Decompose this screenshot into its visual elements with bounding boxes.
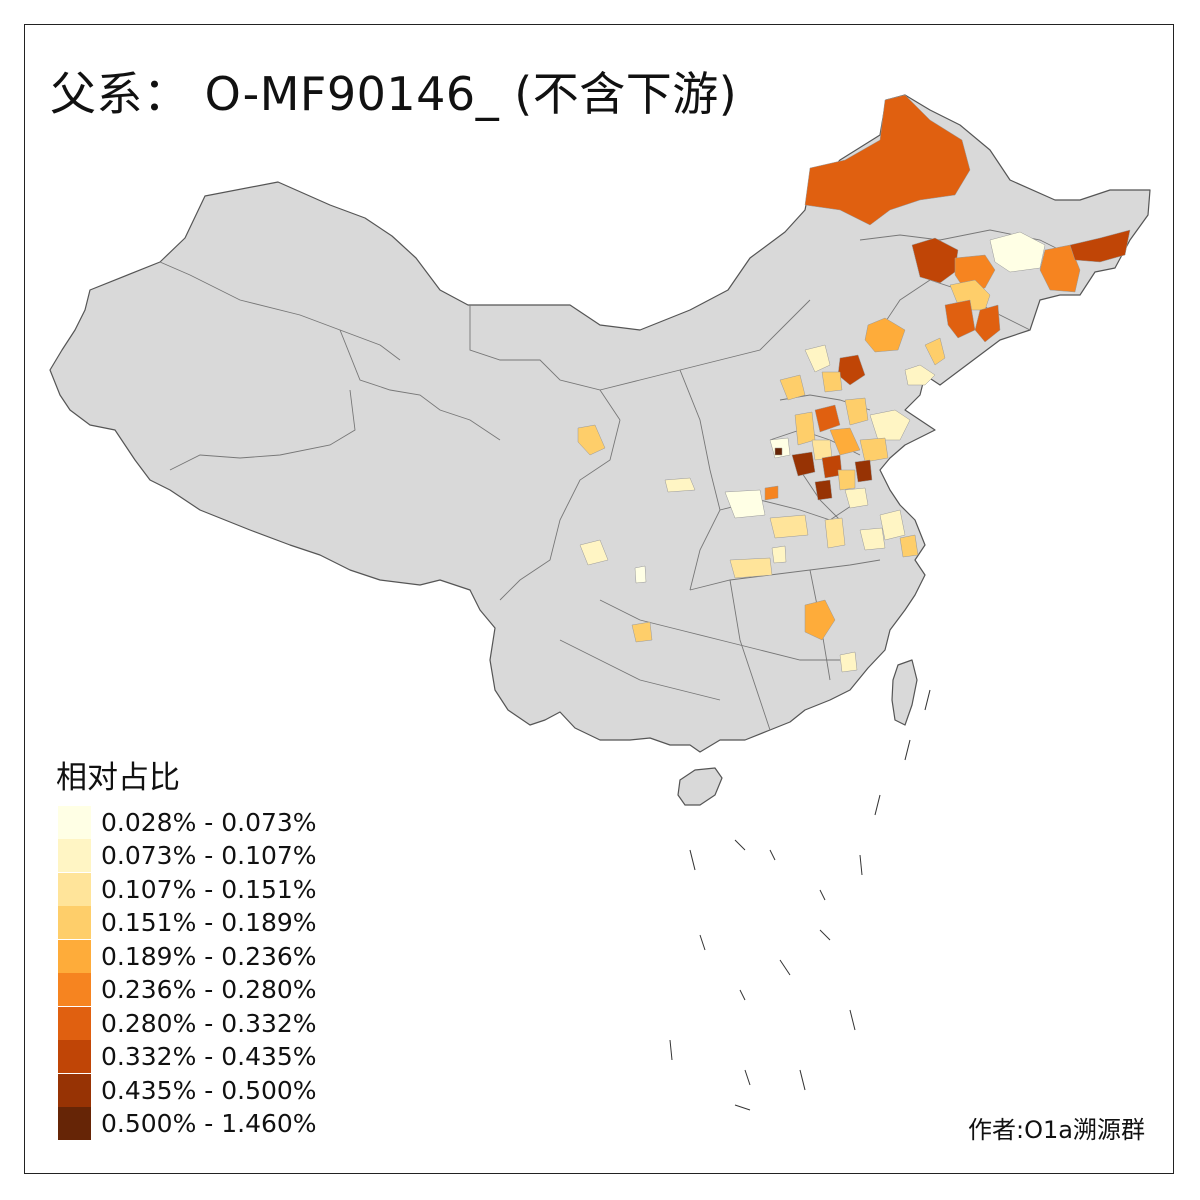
legend-swatch <box>58 806 91 839</box>
legend-swatch <box>58 1007 91 1040</box>
region-lanzhou <box>577 424 606 456</box>
legend-item: 0.500% - 1.460% <box>58 1107 358 1140</box>
map-title: 父系： O-MF90146_ (不含下游) <box>50 67 738 121</box>
region-shangqiu <box>814 479 833 501</box>
legend-item: 0.151% - 0.189% <box>58 906 358 939</box>
legend-label: 0.073% - 0.107% <box>101 841 317 870</box>
legend-swatch <box>58 839 91 872</box>
region-xuzhou <box>837 469 856 491</box>
region-hulunbuir <box>804 94 971 226</box>
legend-label: 0.435% - 0.500% <box>101 1076 317 1105</box>
region-jiangsu-south <box>859 527 886 551</box>
region-beijing <box>821 371 843 393</box>
region-tianshui <box>664 477 696 493</box>
region-datong <box>779 374 806 401</box>
legend-item: 0.236% - 0.280% <box>58 973 358 1006</box>
legend-item: 0.435% - 0.500% <box>58 1074 358 1107</box>
region-shandong-north <box>869 409 911 441</box>
legend-label: 0.280% - 0.332% <box>101 1009 317 1038</box>
legend-label: 0.236% - 0.280% <box>101 975 317 1004</box>
region-shandong-east <box>859 437 889 463</box>
region-huaibei <box>844 487 869 509</box>
region-fuyang <box>824 517 846 549</box>
legend-swatch <box>58 1074 91 1107</box>
legend-label: 0.151% - 0.189% <box>101 908 317 937</box>
legend-label: 0.189% - 0.236% <box>101 942 317 971</box>
region-heze-west <box>791 451 816 477</box>
legend-label: 0.107% - 0.151% <box>101 875 317 904</box>
region-zhengzhou <box>724 489 766 519</box>
region-baoding <box>814 404 841 433</box>
legend-item: 0.107% - 0.151% <box>58 873 358 906</box>
legend-swatch <box>58 1040 91 1073</box>
region-xiangyang <box>729 557 773 579</box>
region-yangzhou <box>879 509 906 541</box>
legend-label: 0.332% - 0.435% <box>101 1042 317 1071</box>
region-fujian-south <box>839 651 858 673</box>
legend-title: 相对占比 <box>56 760 180 796</box>
region-guiyang <box>631 621 653 643</box>
legend-item: 0.028% - 0.073% <box>58 806 358 839</box>
legend-item: 0.189% - 0.236% <box>58 940 358 973</box>
legend-item: 0.073% - 0.107% <box>58 839 358 872</box>
legend-swatch <box>58 1107 91 1140</box>
legend-swatch <box>58 973 91 1006</box>
legend-swatch <box>58 940 91 973</box>
legend-label: 0.500% - 1.460% <box>101 1109 317 1138</box>
legend-swatch <box>58 906 91 939</box>
region-linyi <box>854 459 873 483</box>
taiwan-island <box>891 659 918 726</box>
region-jilin-east <box>974 304 1001 343</box>
region-wuhan <box>771 545 787 564</box>
mainland-region <box>49 94 1151 753</box>
south-sea-islands <box>669 689 931 1111</box>
region-cangzhou <box>844 397 869 426</box>
region-liaoning-south <box>904 364 936 386</box>
region-ganzhou <box>804 599 836 641</box>
region-jinan <box>829 427 861 456</box>
region-liaoning-west <box>924 337 946 366</box>
region-nanyang <box>769 514 809 539</box>
legend-item: 0.332% - 0.435% <box>58 1040 358 1073</box>
choropleth-regions <box>577 94 1131 673</box>
region-kaifeng <box>764 485 779 501</box>
region-jilin-center <box>944 299 976 339</box>
region-heilongjiang-west <box>954 254 996 291</box>
legend-swatch <box>58 873 91 906</box>
region-nantong <box>899 534 919 558</box>
region-anyang <box>774 447 783 456</box>
author-credit: 作者:O1a溯源群 <box>968 1116 1145 1144</box>
legend-item: 0.280% - 0.332% <box>58 1007 358 1040</box>
region-chongqing <box>634 565 647 584</box>
region-zhangjiakou <box>804 344 831 373</box>
legend-label: 0.028% - 0.073% <box>101 808 317 837</box>
china-outline <box>49 94 1151 806</box>
region-chengdu <box>579 539 609 566</box>
region-chifeng <box>864 317 906 353</box>
province-borders <box>159 229 1081 731</box>
region-jiamusi <box>1069 229 1131 263</box>
region-qiqihar <box>989 231 1046 273</box>
hainan-island <box>677 767 723 806</box>
